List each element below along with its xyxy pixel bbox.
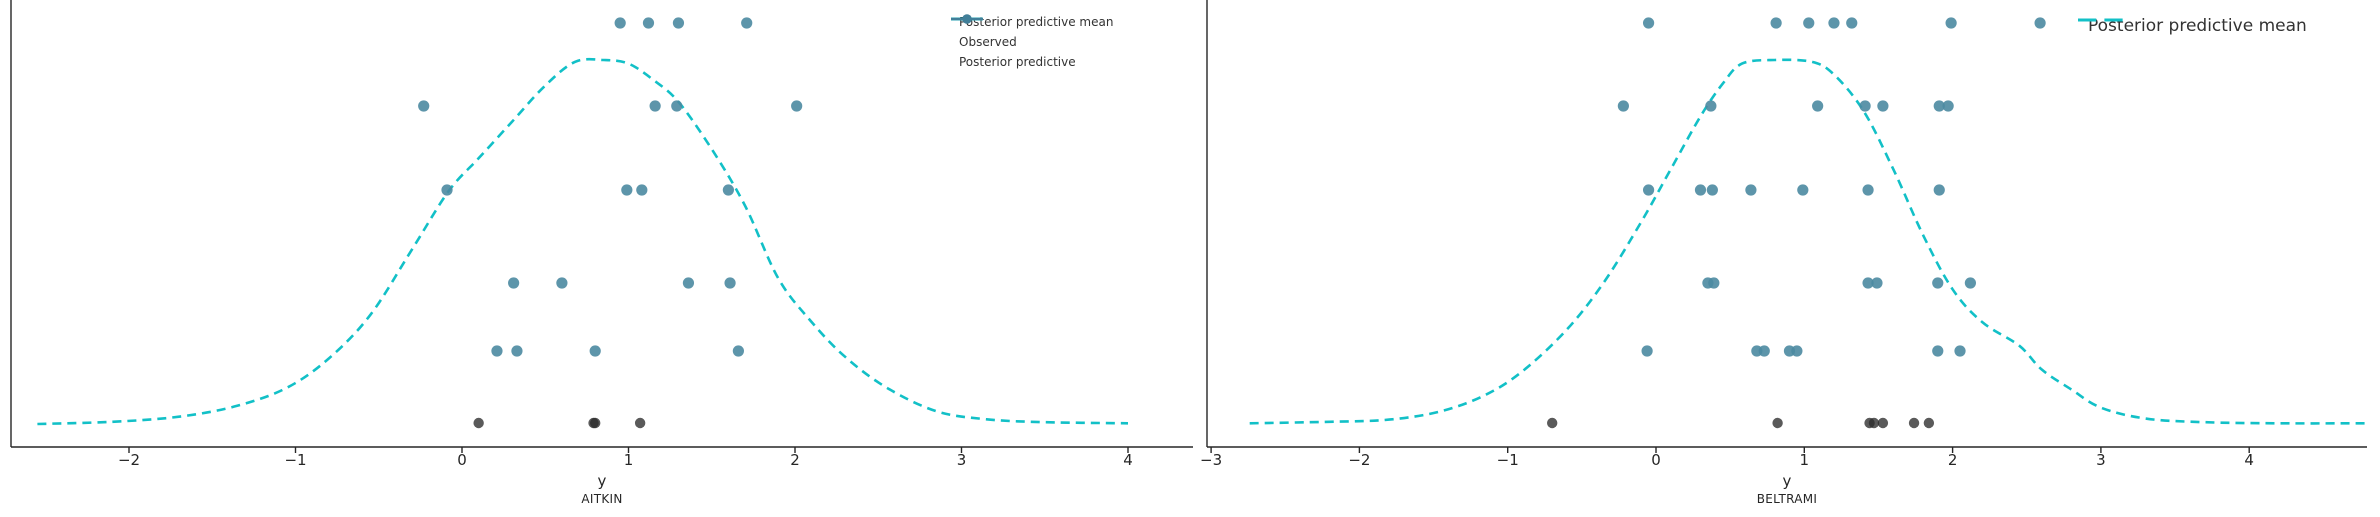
posterior-predictive-dot [1964, 277, 1976, 289]
legend-label: Posterior predictive mean [959, 15, 1114, 29]
posterior-predictive-dot [682, 277, 695, 289]
observed-dot [634, 417, 646, 429]
aitkin-plot-svg: −2 −1 0 1 2 3 4 [10, 0, 1193, 469]
posterior-predictive-dot [1642, 17, 1655, 29]
posterior-predictive-dot [671, 100, 683, 112]
posterior-predictive-dot [649, 100, 661, 112]
facet-title-beltrami: BELTRAMI [1756, 492, 1818, 506]
posterior-predictive-dot [1706, 184, 1718, 196]
line-dot-icon [951, 14, 983, 24]
dot-icon [962, 14, 972, 24]
posterior-predictive-dot [1828, 17, 1840, 29]
legend-item: Observed [950, 14, 1113, 52]
x-tick-label: 1 [624, 451, 634, 469]
panel-beltrami: −3 −2 −1 0 1 2 3 4 y BELTRAMI Posterior predict… [1199, 0, 2380, 517]
beltrami-plot-svg: −3 −2 −1 0 1 2 3 4 [1200, 0, 2367, 469]
posterior-predictive-dot [741, 17, 753, 29]
legend-label: Posterior predictive [959, 55, 1076, 69]
observed-dot [473, 417, 484, 429]
posterior-predictive-dot [1932, 277, 1944, 289]
x-tick-label: −1 [284, 451, 306, 469]
posterior-predictive-dot [511, 345, 523, 357]
posterior-predictive-dot [1617, 100, 1629, 112]
posterior-predictive-dot [1641, 345, 1653, 357]
posterior-predictive-dot [1770, 17, 1782, 29]
posterior-predictive-dot [1791, 345, 1803, 357]
legend-label: Posterior predictive mean [2088, 16, 2307, 36]
posterior-predictive-mean-curve [37, 57, 1129, 426]
legend-item: Posterior predictive mean [2077, 13, 2307, 39]
observed-dot [590, 417, 601, 429]
posterior-predictive-dot [1642, 184, 1655, 196]
x-tick-label: 0 [1651, 451, 1661, 469]
x-tick-label: −2 [118, 451, 140, 469]
posterior-predictive-dot [1758, 345, 1770, 357]
panel-aitkin: −2 −1 0 1 2 3 4 y AITKIN Posterior predictive … [10, 0, 1193, 506]
posterior-predictive-dot [722, 184, 735, 196]
x-tick-label: 3 [2096, 451, 2106, 469]
observed-dot [1772, 417, 1783, 429]
observed-dot [1908, 417, 1920, 429]
posterior-predictive-dot [614, 17, 626, 29]
posterior-predictive-dot [508, 277, 520, 289]
posterior-predictive-dot [1933, 184, 1945, 196]
x-axis-label: y [1782, 472, 1792, 490]
legend-beltrami: Posterior predictive mean [2077, 13, 2307, 39]
posterior-predictive-dot [1812, 100, 1824, 112]
posterior-predictive-dot [1846, 17, 1858, 29]
posterior-predictive-dot [1803, 17, 1815, 29]
posterior-predictive-dot [791, 100, 803, 112]
posterior-predictive-dot [1862, 184, 1874, 196]
x-tick-label: 2 [1948, 451, 1958, 469]
posterior-predictive-dot [1694, 184, 1707, 196]
x-tick-label: 4 [1123, 451, 1133, 469]
x-tick-label: 1 [1800, 451, 1810, 469]
posterior-predictive-dot [1877, 100, 1889, 112]
posterior-predictive-dot [1708, 277, 1720, 289]
posterior-predictive-dot [1745, 184, 1757, 196]
x-tick-label: 0 [457, 451, 467, 469]
legend-label: Observed [959, 35, 1017, 49]
posterior-predictive-dot [556, 277, 568, 289]
posterior-predictive-mean-curve [1249, 58, 2365, 425]
posterior-predictive-dot [1797, 184, 1809, 196]
posterior-predictive-dot [724, 277, 736, 289]
observed-dot [1868, 417, 1880, 429]
x-tick-label: 2 [790, 451, 800, 469]
posterior-predictive-dot [589, 345, 601, 357]
posterior-predictive-dot [1954, 345, 1966, 357]
posterior-predictive-dot [621, 184, 633, 196]
posterior-predictive-dot [491, 345, 503, 357]
legend-item: Posterior predictive [950, 14, 1113, 72]
x-tick-label: 3 [957, 451, 967, 469]
posterior-predictive-dot [418, 100, 430, 112]
posterior-predictive-dot [636, 184, 648, 196]
posterior-predictive-dot [642, 17, 655, 29]
observed-dot [1877, 417, 1889, 429]
dashed-line-icon [2078, 18, 2124, 22]
posterior-predictive-dot [1933, 100, 1945, 112]
posterior-predictive-dot [1871, 277, 1883, 289]
observed-dot [1923, 417, 1935, 429]
x-tick-label: −2 [1348, 451, 1370, 469]
posterior-predictive-dot [1705, 100, 1717, 112]
posterior-predictive-dot [672, 17, 685, 29]
x-tick-label: 4 [2244, 451, 2254, 469]
posterior-predictive-dot [1945, 17, 1957, 29]
observed-dot [1546, 417, 1558, 429]
posterior-predictive-dot [441, 184, 453, 196]
facet-title-aitkin: AITKIN [581, 492, 623, 506]
posterior-predictive-dot [1942, 100, 1954, 112]
x-tick-label: −3 [1200, 451, 1222, 469]
posterior-predictive-dot [1862, 277, 1874, 289]
legend-aitkin: Posterior predictive mean Observed Posteri… [950, 12, 1113, 72]
x-tick-label: −1 [1497, 451, 1519, 469]
posterior-predictive-dot [1932, 345, 1944, 357]
posterior-predictive-dot [1859, 100, 1871, 112]
posterior-predictive-dot [2034, 17, 2046, 29]
posterior-predictive-dot [732, 345, 744, 357]
x-axis-label: y [597, 472, 607, 490]
